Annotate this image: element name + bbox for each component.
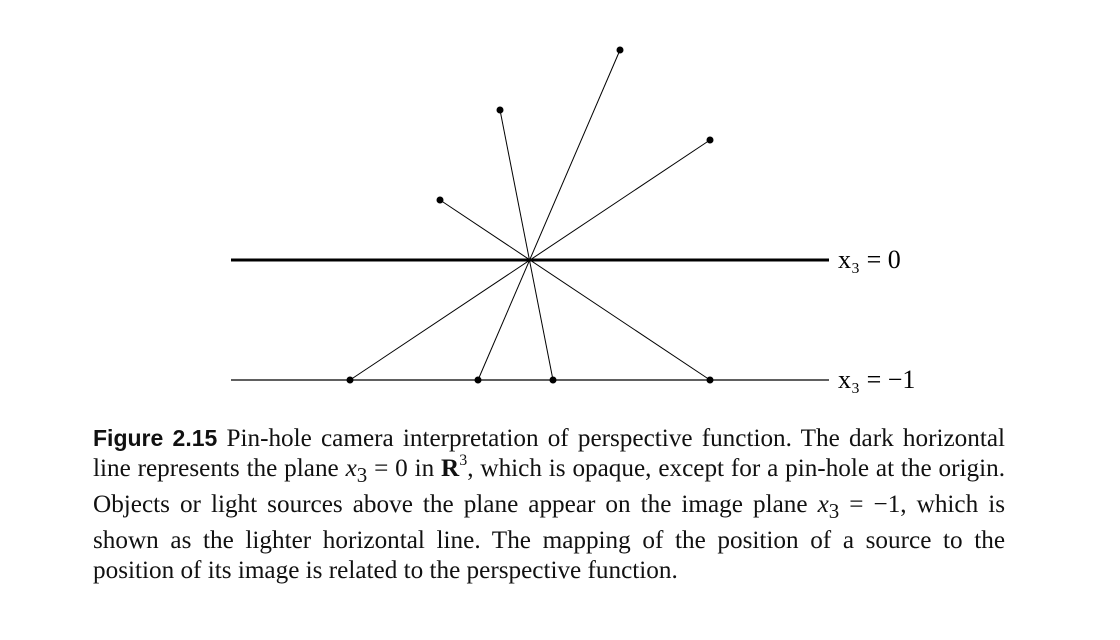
source-point [436,196,444,204]
math-variable: x [817,491,829,519]
source-point [616,46,624,54]
math-subscript: 3 [828,499,840,524]
ray-3 [477,49,621,381]
image-point [549,376,557,384]
pinhole-figure: x₃ = 0 x₃ = −1 [231,46,915,394]
plane-top-label: x₃ = 0 [838,245,901,274]
plane-bottom-label: x₃ = −1 [838,365,915,394]
source-point [496,106,504,114]
math-real-space: R [441,455,460,482]
caption-text: = 0 in [367,455,442,482]
figure-caption: Figure 2.15 Pin-hole camera interpretati… [93,423,1005,586]
ray-2 [499,109,554,381]
figure-caption-label: Figure 2.15 [93,425,218,451]
source-point [706,136,714,144]
image-point [474,376,482,384]
ray-4 [349,139,711,381]
caption-text: = −1, which is shown as the lighter hori… [93,491,1006,585]
math-variable: x [345,455,357,482]
image-point [706,376,714,384]
image-point [346,376,354,384]
caption-text: , which is opaque, except for a pin-hole… [93,455,1006,519]
math-subscript: 3 [356,463,368,488]
ray-1 [439,199,711,381]
caption-text: Pin-hole camera interpretation of perspe… [93,425,1006,482]
math-superscript: 3 [459,452,468,469]
